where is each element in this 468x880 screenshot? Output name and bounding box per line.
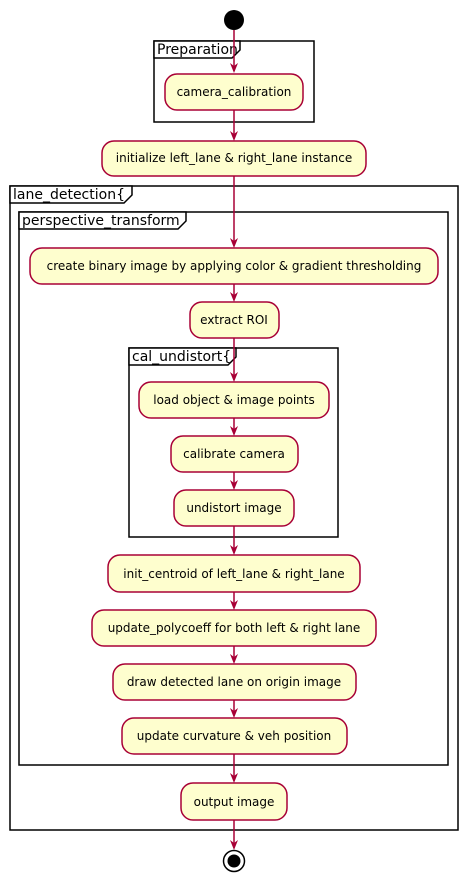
svg-text:extract ROI: extract ROI <box>200 313 268 327</box>
activity-calibrate-camera: calibrate camera <box>170 435 299 473</box>
activity-update-curvature: update curvature & veh position <box>121 717 348 755</box>
partition-lane-detection-label: lane_detection{ <box>13 187 125 203</box>
partition-cal-undistort-label: cal_undistort{ <box>132 349 231 365</box>
svg-text:update_polycoeff for both left: update_polycoeff for both left & right l… <box>108 621 361 635</box>
svg-text:draw detected lane on origin i: draw detected lane on origin image <box>127 675 341 689</box>
svg-text:camera_calibration: camera_calibration <box>177 85 292 99</box>
start-node-icon <box>224 10 244 30</box>
svg-text:init_centroid of left_lane & r: init_centroid of left_lane & right_lane <box>123 567 344 581</box>
svg-text:create binary image by applyin: create binary image by applying color & … <box>47 259 422 273</box>
svg-text:update curvature & veh positio: update curvature & veh position <box>137 729 331 743</box>
partition-preparation-label: Preparation <box>157 42 238 58</box>
activity-undistort-image: undistort image <box>173 489 295 527</box>
end-node-icon <box>222 849 246 873</box>
activity-camera-calibration: camera_calibration <box>164 73 304 111</box>
svg-text:output image: output image <box>194 795 275 809</box>
svg-text:initialize left_lane & right_l: initialize left_lane & right_lane instan… <box>116 151 352 165</box>
activity-init-centroid: init_centroid of left_lane & right_lane <box>107 554 361 593</box>
activity-output-image: output image <box>180 782 288 821</box>
activity-draw-lane: draw detected lane on origin image <box>112 663 357 701</box>
activity-extract-roi: extract ROI <box>189 301 280 339</box>
svg-text:load object & image points: load object & image points <box>153 393 314 407</box>
edges <box>230 30 238 850</box>
partition-perspective-transform-label: perspective_transform <box>22 213 180 229</box>
activity-update-polycoeff: update_polycoeff for both left & right l… <box>91 609 377 647</box>
activity-binary-image: create binary image by applying color & … <box>29 247 439 285</box>
svg-text:undistort image: undistort image <box>186 501 281 515</box>
activity-init-lanes: initialize left_lane & right_lane instan… <box>101 140 367 177</box>
svg-text:calibrate camera: calibrate camera <box>183 447 285 461</box>
activity-load-points: load object & image points <box>138 381 330 419</box>
